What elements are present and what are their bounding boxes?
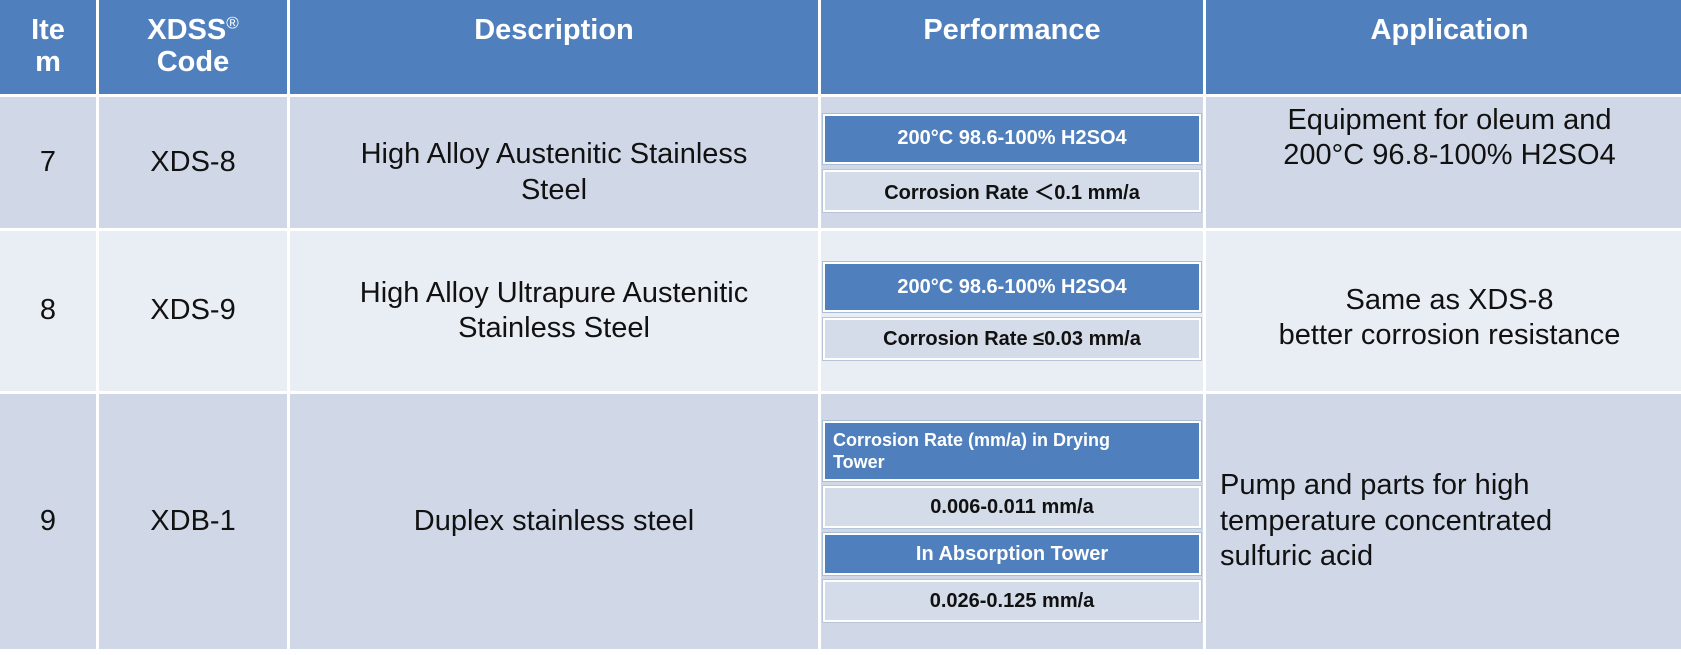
- row-9-item: 9: [0, 394, 96, 649]
- header-description: Description: [290, 0, 818, 94]
- performance-value: 0.026-0.125 mm/a: [823, 580, 1201, 622]
- registered-mark: ®: [226, 13, 239, 33]
- performance-value: Corrosion Rate ＜0.1 mm/a: [823, 169, 1201, 212]
- row-7-item: 7: [0, 97, 96, 228]
- row-8-code: XDS-9: [99, 231, 287, 391]
- row-9-description: Duplex stainless steel: [290, 394, 818, 649]
- performance-label: Corrosion Rate (mm/a) in Drying Tower: [823, 421, 1201, 481]
- row-7-code: XDS-8: [99, 97, 287, 228]
- header-code: XDSS® Code: [99, 0, 287, 94]
- row-8-performance: 200°C 98.6-100% H2SO4 Corrosion Rate ≤0.…: [821, 231, 1203, 391]
- row-9-performance: Corrosion Rate (mm/a) in Drying Tower 0.…: [821, 394, 1203, 649]
- performance-label: In Absorption Tower: [823, 533, 1201, 575]
- performance-label: 200°C 98.6-100% H2SO4: [823, 262, 1201, 312]
- row-9-code: XDB-1: [99, 394, 287, 649]
- row-8-description: High Alloy Ultrapure Austenitic Stainles…: [290, 231, 818, 391]
- performance-value: Corrosion Rate ≤0.03 mm/a: [823, 318, 1201, 360]
- header-application: Application: [1206, 0, 1681, 94]
- row-7-description: High Alloy Austenitic Stainless Steel: [290, 97, 818, 228]
- header-code-brand: XDSS: [147, 14, 227, 46]
- performance-value: 0.006-0.011 mm/a: [823, 486, 1201, 528]
- header-code-label: Code: [156, 46, 230, 79]
- header-performance: Performance: [821, 0, 1203, 94]
- row-7-application: Equipment for oleum and 200°C 96.8-100% …: [1206, 97, 1681, 228]
- header-item: Ite m: [0, 0, 96, 94]
- row-7-performance: 200°C 98.6-100% H2SO4 Corrosion Rate ＜0.…: [821, 97, 1203, 228]
- row-8-item: 8: [0, 231, 96, 391]
- row-9-application: Pump and parts for high temperature conc…: [1206, 394, 1681, 649]
- performance-label: 200°C 98.6-100% H2SO4: [823, 113, 1201, 164]
- row-8-application: Same as XDS-8 better corrosion resistanc…: [1206, 231, 1681, 391]
